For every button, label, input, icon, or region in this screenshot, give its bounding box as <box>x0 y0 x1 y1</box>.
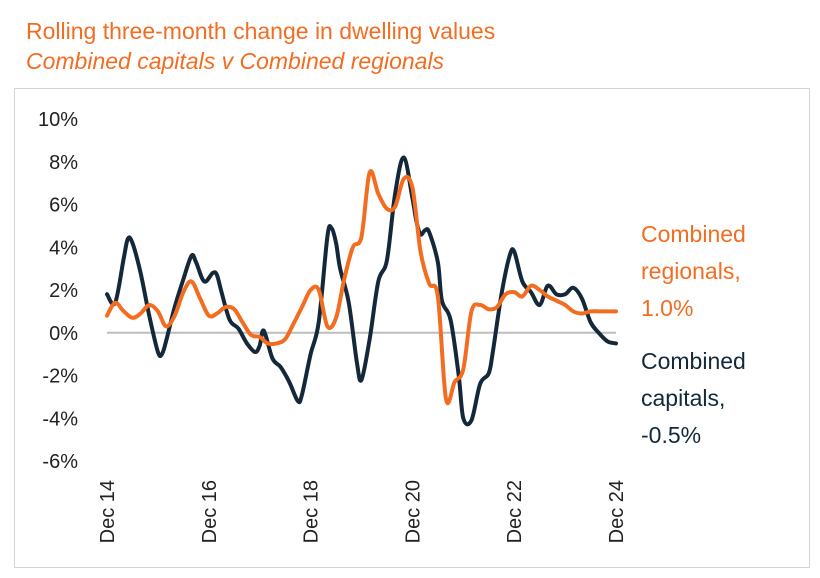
x-tick-label: Dec 16 <box>199 480 221 543</box>
y-tick-label: -2% <box>42 366 78 388</box>
chart-title: Rolling three-month change in dwelling v… <box>26 18 496 44</box>
x-tick-label: Dec 22 <box>504 480 526 543</box>
capitals-label-value: -0.5% <box>641 422 702 448</box>
capitals-label-line1: Combined <box>641 348 746 374</box>
regionals-label-line2: regionals, <box>641 258 741 284</box>
capitals-series-line <box>105 155 618 427</box>
y-tick-label: 4% <box>49 237 78 259</box>
y-tick-label: 2% <box>49 280 78 302</box>
y-tick-label: -6% <box>42 451 78 473</box>
y-tick-label: -4% <box>42 408 78 430</box>
y-tick-label: 6% <box>49 195 78 217</box>
y-tick-label: 8% <box>49 152 78 174</box>
x-tick-label: Dec 18 <box>301 480 323 543</box>
chart-frame <box>14 88 810 568</box>
capitals-series-label: Combined capitals, -0.5% <box>641 343 746 454</box>
y-tick-label: 0% <box>49 323 78 345</box>
regionals-label-value: 1.0% <box>641 295 694 321</box>
x-tick-label: Dec 20 <box>402 480 424 543</box>
x-tick-label: Dec 14 <box>97 480 119 543</box>
regionals-label-line1: Combined <box>641 221 746 247</box>
regionals-series-line <box>105 169 618 406</box>
x-tick-label: Dec 24 <box>606 480 628 543</box>
chart-subtitle: Combined capitals v Combined regionals <box>26 48 445 74</box>
y-tick-label: 10% <box>38 109 78 131</box>
chart-title-block: Rolling three-month change in dwelling v… <box>26 16 495 76</box>
regionals-series-label: Combined regionals, 1.0% <box>641 216 746 327</box>
capitals-label-line2: capitals, <box>641 385 726 411</box>
